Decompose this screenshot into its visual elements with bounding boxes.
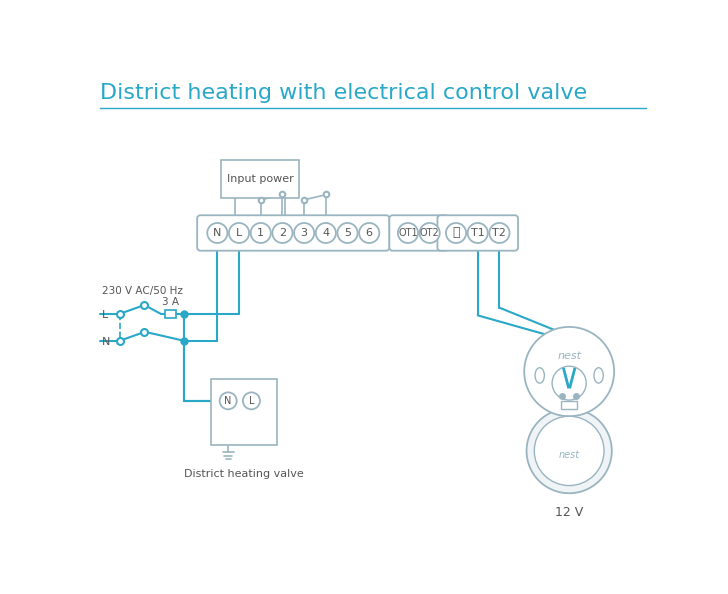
Circle shape [534,416,604,485]
Circle shape [359,223,379,243]
Circle shape [446,223,466,243]
Circle shape [243,393,260,409]
Text: 230 V AC/50 Hz: 230 V AC/50 Hz [102,286,183,296]
Text: N: N [224,396,232,406]
FancyBboxPatch shape [211,380,277,445]
Circle shape [524,327,614,416]
Circle shape [419,223,440,243]
Circle shape [526,409,612,493]
Text: 2: 2 [279,228,286,238]
Text: 3 A: 3 A [162,296,178,307]
Bar [165,310,176,318]
Circle shape [272,223,293,243]
Text: District heating with electrical control valve: District heating with electrical control… [100,83,587,103]
FancyBboxPatch shape [438,215,518,251]
Text: District heating valve: District heating valve [184,469,304,479]
Circle shape [229,223,249,243]
Text: N: N [102,337,110,347]
Circle shape [489,223,510,243]
Text: T1: T1 [471,228,485,238]
Text: L: L [236,228,242,238]
Text: L: L [102,311,108,320]
Text: nest: nest [558,450,579,460]
Bar [561,401,577,409]
Circle shape [338,223,357,243]
Text: Input power: Input power [226,174,293,184]
Text: 12 V: 12 V [555,505,583,519]
Circle shape [467,223,488,243]
Circle shape [552,366,586,400]
Text: nest: nest [557,351,581,361]
FancyBboxPatch shape [389,215,448,251]
Text: 4: 4 [323,228,329,238]
Text: OT2: OT2 [420,228,440,238]
Text: 1: 1 [257,228,264,238]
Text: L: L [249,396,254,406]
Circle shape [220,393,237,409]
Circle shape [250,223,271,243]
Text: 6: 6 [365,228,373,238]
Circle shape [316,223,336,243]
Text: T2: T2 [492,228,507,238]
Circle shape [294,223,314,243]
Text: N: N [213,228,221,238]
Text: 3: 3 [301,228,308,238]
Text: 5: 5 [344,228,351,238]
Text: ⏚: ⏚ [452,226,460,239]
Circle shape [398,223,418,243]
Text: OT1: OT1 [398,228,418,238]
FancyBboxPatch shape [221,160,298,198]
Circle shape [207,223,227,243]
FancyBboxPatch shape [197,215,389,251]
